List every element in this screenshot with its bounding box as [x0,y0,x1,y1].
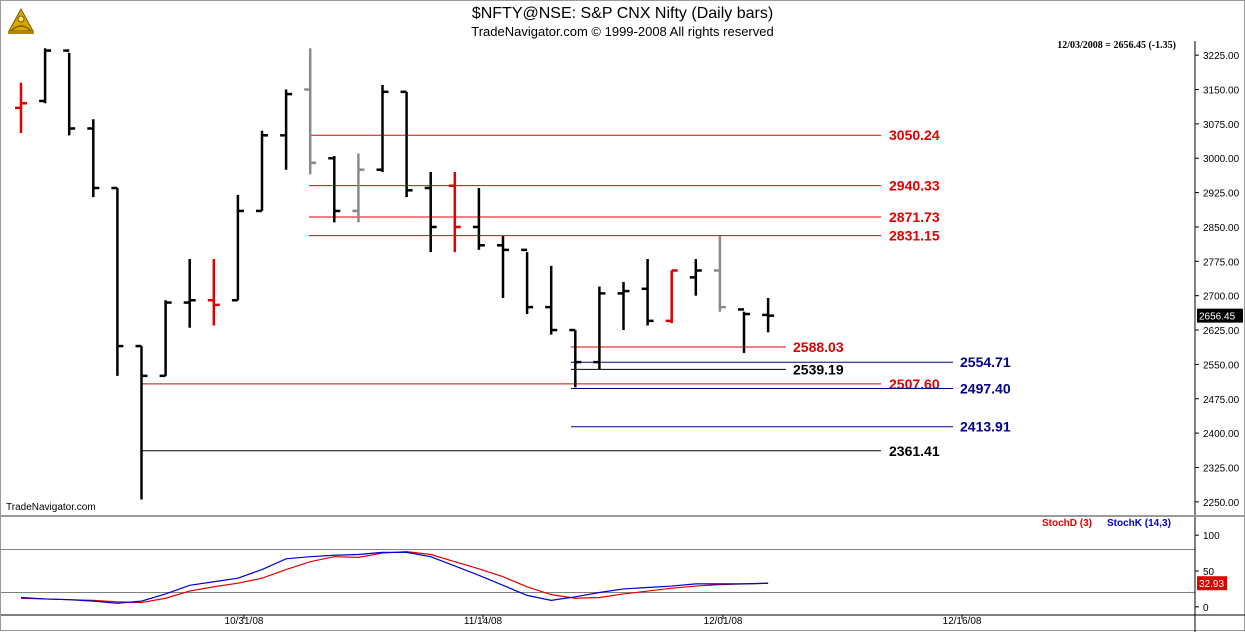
ohlc-bar [762,297,775,333]
stoch-tick-label: 100 [1203,531,1220,542]
ohlc-bar [135,344,148,500]
ohlc-bar [713,236,726,312]
price-tick-label: 3000.00 [1203,154,1240,165]
last-price-label: 2656.45 [1199,312,1236,323]
ohlc-bar [256,130,268,213]
stoch-last-label: 32.93 [1199,579,1224,590]
stoch-last-box [1197,576,1227,591]
level-label: 2831.15 [889,228,940,244]
ohlc-bar [400,90,413,198]
stochd-line [20,551,769,604]
ohlc-bar [545,265,558,335]
price-tick-label: 3150.00 [1203,86,1240,97]
ohlc-bar [497,236,509,298]
last-price-box [1197,308,1243,323]
ohlc-bar [183,259,196,328]
price-tick-label: 2850.00 [1203,223,1240,234]
level-label: 2554.71 [960,354,1011,370]
stochk-line [20,551,769,604]
price-tick-label: 2475.00 [1203,395,1240,406]
level-label: 2588.03 [793,339,844,355]
price-tick-label: 2700.00 [1203,292,1240,303]
stoch-tick-label: 50 [1203,567,1215,578]
price-tick-label: 2325.00 [1203,463,1240,474]
ohlc-bar [738,308,750,353]
watermark-text: TradeNavigator.com [6,502,96,513]
ohlc-bar [87,119,100,198]
time-tick-label: 12/01/08 [704,616,743,627]
ohlc-bar [521,248,534,315]
level-label: 2361.41 [889,443,940,459]
time-tick-label: 12/16/08 [943,616,982,627]
price-tick-label: 3225.00 [1203,51,1240,62]
price-tick-label: 2625.00 [1203,326,1240,337]
ohlc-bar [376,84,389,172]
ohlc-bar [63,49,76,136]
ohlc-bar [472,188,485,250]
sextant-logo-icon [8,7,34,34]
level-label: 2413.91 [960,419,1011,435]
stoch-tick-label: 0 [1203,603,1209,614]
level-label: 3050.24 [889,127,940,143]
ohlc-bar [231,194,244,302]
ohlc-bar [641,259,654,326]
price-tick-label: 2550.00 [1203,360,1240,371]
ohlc-bar [39,48,52,104]
level-label: 2497.40 [960,380,1011,396]
ohlc-bar [617,281,630,331]
ohlc-bar [304,48,317,175]
chart-title: $NFTY@NSE: S&P CNX Nifty (Daily bars) [471,5,774,22]
ohlc-bar [15,82,27,134]
stoch-legend-entry: StochD (3) [1042,518,1092,529]
copyright-notice: TradeNavigator.com © 1999-2008 All right… [471,24,774,39]
ohlc-bar [569,328,582,388]
level-label: 2507.60 [889,376,940,392]
ohlc-bar [159,300,172,378]
price-tick-label: 2250.00 [1203,498,1240,509]
price-readout: 12/03/2008 = 2656.45 (-1.35) [1057,40,1176,51]
stoch-legend-entry: StochK (14,3) [1107,518,1171,529]
level-label: 2539.19 [793,361,844,377]
ohlc-bar [448,171,461,253]
ohlc-bar [424,171,437,253]
ohlc-bar [593,286,606,369]
ohlc-bar [689,259,702,296]
time-tick-label: 10/31/08 [225,616,264,627]
ohlc-bar [665,269,678,324]
ohlc-bar [111,186,124,376]
time-tick-label: 11/14/08 [464,616,503,627]
price-tick-label: 3075.00 [1203,120,1240,131]
price-tick-label: 2400.00 [1203,429,1240,440]
ohlc-bar [328,155,341,223]
ohlc-bar [352,153,365,223]
ohlc-bar [280,89,293,170]
price-tick-label: 2775.00 [1203,257,1240,268]
ohlc-bar [207,259,220,326]
level-label: 2940.33 [889,178,940,194]
price-tick-label: 2925.00 [1203,189,1240,200]
level-label: 2871.73 [889,209,940,225]
